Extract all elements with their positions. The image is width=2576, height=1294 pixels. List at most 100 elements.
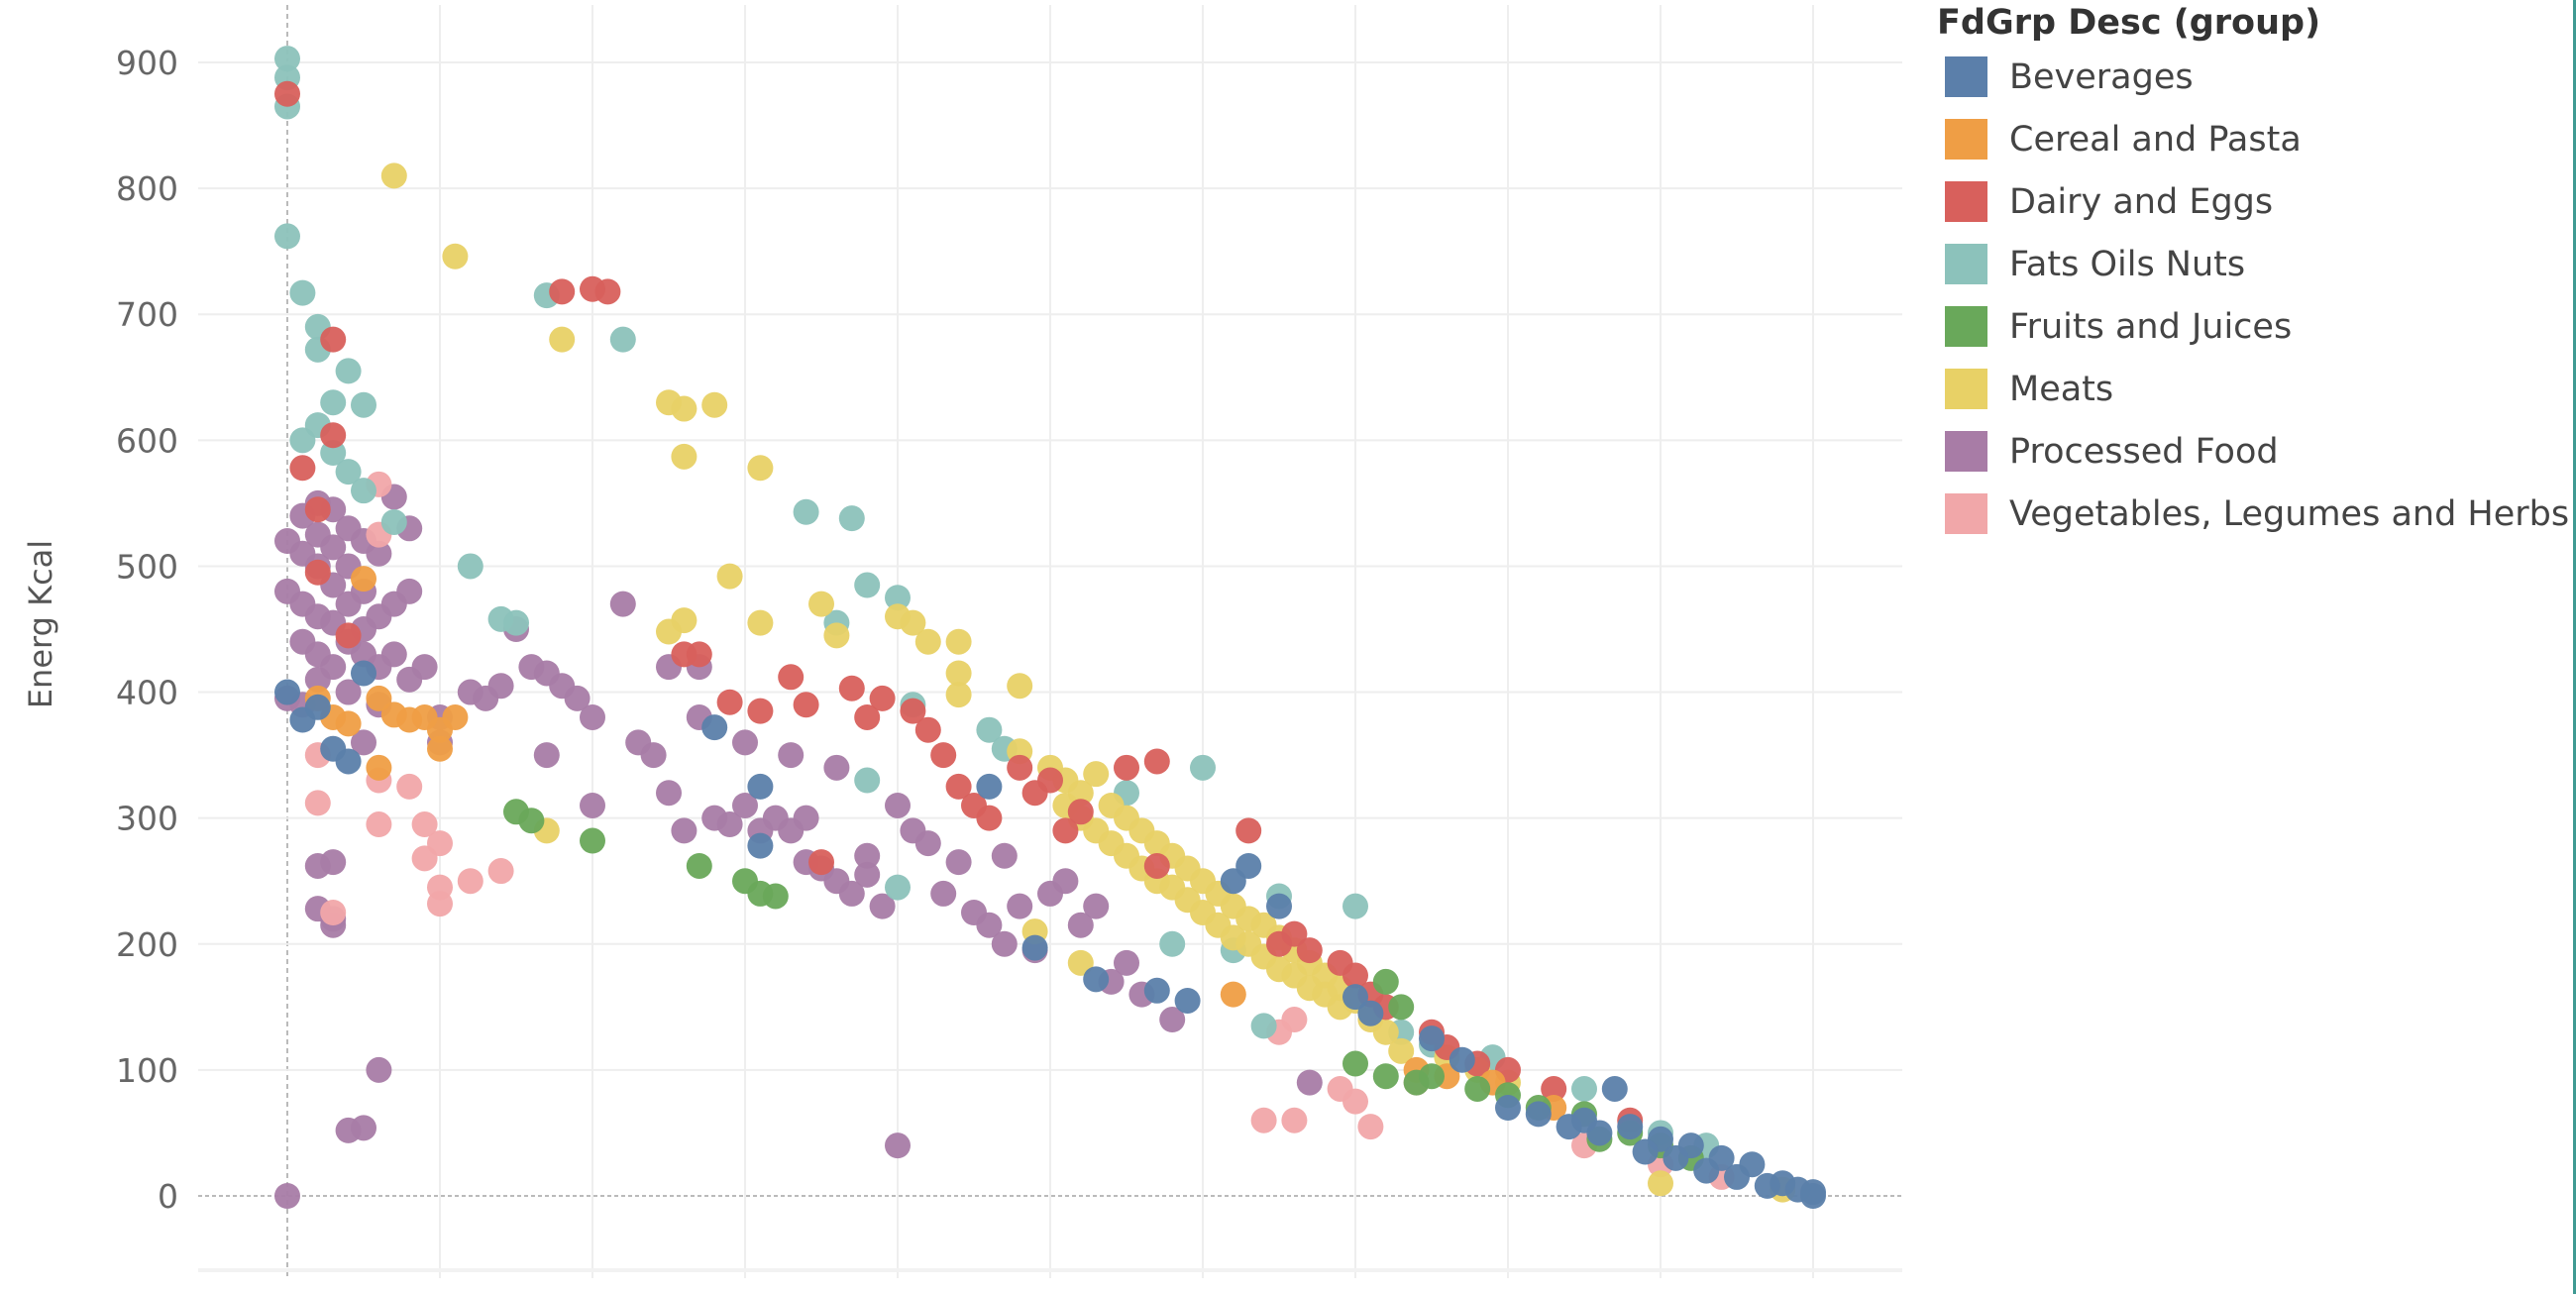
data-point[interactable] (320, 534, 347, 561)
data-point[interactable] (747, 773, 774, 800)
data-point[interactable] (808, 849, 834, 876)
data-point[interactable] (1021, 934, 1048, 961)
data-point[interactable] (914, 716, 941, 743)
data-point[interactable] (1250, 1107, 1277, 1133)
data-point[interactable] (778, 742, 805, 769)
data-point[interactable] (869, 685, 896, 711)
data-point[interactable] (609, 326, 636, 353)
data-point[interactable] (1541, 1075, 1567, 1102)
data-point[interactable] (838, 675, 865, 701)
data-point[interactable] (1174, 987, 1201, 1014)
data-point[interactable] (1190, 754, 1216, 781)
data-point[interactable] (1114, 949, 1139, 976)
data-point[interactable] (380, 162, 407, 189)
data-point[interactable] (656, 618, 682, 645)
data-point[interactable] (518, 808, 545, 834)
data-point[interactable] (1143, 852, 1170, 879)
data-point[interactable] (1571, 1075, 1597, 1102)
data-point[interactable] (1663, 1144, 1689, 1171)
data-point[interactable] (320, 326, 347, 353)
data-point[interactable] (366, 811, 392, 838)
data-point[interactable] (335, 459, 362, 485)
data-point[interactable] (1143, 977, 1170, 1004)
data-point[interactable] (1388, 1037, 1415, 1064)
data-point[interactable] (335, 622, 362, 649)
data-point[interactable] (1388, 994, 1415, 1021)
data-point[interactable] (1754, 1172, 1780, 1199)
legend-item[interactable]: Fruits and Juices (1937, 295, 2569, 358)
legend-item[interactable]: Vegetables, Legumes and Herbs (1937, 483, 2569, 545)
data-point[interactable] (457, 868, 483, 895)
data-point[interactable] (885, 792, 911, 818)
data-point[interactable] (351, 391, 376, 418)
data-point[interactable] (1357, 1000, 1384, 1026)
data-point[interactable] (1007, 673, 1033, 700)
data-point[interactable] (900, 698, 926, 724)
data-point[interactable] (793, 805, 819, 831)
data-point[interactable] (335, 748, 362, 775)
data-point[interactable] (289, 427, 316, 454)
data-point[interactable] (487, 858, 514, 885)
data-point[interactable] (716, 811, 743, 838)
data-point[interactable] (1281, 1107, 1308, 1133)
data-point[interactable] (320, 389, 347, 416)
data-point[interactable] (304, 694, 331, 720)
data-point[interactable] (747, 455, 774, 482)
data-point[interactable] (1250, 1013, 1277, 1039)
data-point[interactable] (396, 578, 423, 604)
data-point[interactable] (854, 703, 881, 730)
data-point[interactable] (1648, 1170, 1673, 1197)
data-point[interactable] (854, 767, 881, 794)
legend-item[interactable]: Processed Food (1937, 420, 2569, 483)
data-point[interactable] (900, 609, 926, 636)
data-point[interactable] (1372, 968, 1399, 995)
data-point[interactable] (808, 591, 834, 617)
data-point[interactable] (1296, 937, 1323, 964)
data-point[interactable] (1617, 1114, 1644, 1140)
data-point[interactable] (411, 654, 438, 681)
data-point[interactable] (885, 585, 911, 611)
data-point[interactable] (320, 440, 347, 467)
data-point[interactable] (716, 689, 743, 715)
data-point[interactable] (823, 622, 850, 649)
data-point[interactable] (335, 358, 362, 384)
data-point[interactable] (701, 714, 728, 741)
data-point[interactable] (1067, 912, 1094, 938)
data-point[interactable] (1632, 1138, 1659, 1165)
data-point[interactable] (609, 591, 636, 617)
data-point[interactable] (487, 673, 514, 700)
legend-item[interactable]: Meats (1937, 358, 2569, 420)
data-point[interactable] (640, 742, 667, 769)
data-point[interactable] (945, 660, 972, 687)
data-point[interactable] (1052, 817, 1079, 844)
data-point[interactable] (1464, 1075, 1491, 1102)
legend-item[interactable]: Beverages (1937, 46, 2569, 108)
data-point[interactable] (838, 505, 865, 532)
data-point[interactable] (1007, 893, 1033, 919)
data-point[interactable] (976, 805, 1003, 831)
data-point[interactable] (366, 1056, 392, 1083)
data-point[interactable] (1114, 754, 1139, 781)
data-point[interactable] (580, 275, 605, 302)
data-point[interactable] (1083, 966, 1110, 993)
data-point[interactable] (1021, 780, 1048, 807)
data-point[interactable] (351, 566, 376, 593)
data-point[interactable] (945, 849, 972, 876)
data-point[interactable] (1601, 1075, 1628, 1102)
data-point[interactable] (793, 692, 819, 718)
data-point[interactable] (274, 223, 300, 250)
data-point[interactable] (304, 496, 331, 523)
data-point[interactable] (320, 422, 347, 449)
data-point[interactable] (1357, 1114, 1384, 1140)
data-point[interactable] (1281, 1007, 1308, 1033)
data-point[interactable] (533, 742, 560, 769)
data-point[interactable] (976, 912, 1003, 938)
data-point[interactable] (320, 900, 347, 925)
data-point[interactable] (320, 654, 347, 681)
data-point[interactable] (930, 880, 957, 907)
data-point[interactable] (366, 685, 392, 711)
data-point[interactable] (747, 609, 774, 636)
legend-item[interactable]: Cereal and Pasta (1937, 108, 2569, 170)
data-point[interactable] (335, 679, 362, 705)
data-point[interactable] (580, 703, 605, 730)
